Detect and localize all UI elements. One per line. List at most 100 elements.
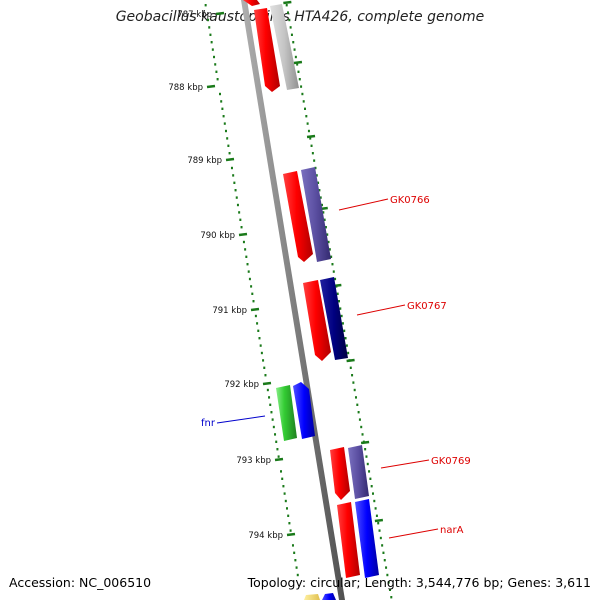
gene-label-texts: GK0766 GK0767 fnr GK0769 narA [201,195,471,536]
scale-tick-minor [257,329,260,332]
gene-arrow-blue[interactable] [293,382,315,439]
scale-tick-major [274,457,284,462]
scale-tick-minor [207,18,210,22]
scale-tick-minor [211,48,214,51]
scale-tick-minor [287,514,290,517]
gene-arrow-navy[interactable] [320,277,348,360]
gene-arrow-blue[interactable] [322,593,336,600]
scale-tick-minor [379,536,382,540]
scale-tick-minor [234,189,237,192]
scale-tick-minor [354,396,357,399]
scale-tick-minor [254,314,257,318]
scale-tick-minor [219,92,222,96]
scale-tick-minor [318,189,321,192]
scale-tick-major [262,381,272,386]
scale-tick-minor [289,529,292,532]
scale-tick-minor [245,255,248,258]
scale-tick-minor [300,85,303,88]
scale-tick-minor [252,300,255,303]
gene-arrow-green[interactable] [276,385,297,441]
scale-tick-minor [343,329,346,332]
gene-arrow-red[interactable] [254,8,280,92]
scale-tick-minor [240,226,243,229]
gene-label-lines [216,198,439,539]
scale-tick-minor [360,425,363,429]
gene-arrow-yellow[interactable] [304,594,320,600]
scale-tick-major [206,84,216,89]
scale-tick-minor [344,337,347,340]
scale-tick-minor [383,559,386,562]
accession-text: Accession: NC_006510 [9,575,152,590]
scale-tick-minor [322,211,325,214]
gene-arrow-purple[interactable] [348,445,369,499]
scale-tick-minor [228,152,231,155]
scale-label: 789 kbp [187,156,222,166]
gene-arrow-purple[interactable] [301,167,331,262]
scale-tick-minor [290,33,293,36]
scale-tick-minor [222,115,225,118]
scale-tick-minor [373,499,376,503]
scale-tick-minor [232,174,235,177]
gene-arrow-red[interactable] [330,447,350,500]
scale-tick-minor [309,137,312,140]
scale-labels: 787 kbp 788 kbp 789 kbp 790 kbp 791 kbp 792 k… [168,10,283,541]
scale-tick-minor [323,218,326,221]
scale-tick-minor [310,144,313,147]
scale-tick-minor [381,544,384,547]
scale-label: 787 kbp [177,10,212,20]
scale-tick-minor [301,92,304,96]
scale-tick-minor [386,573,389,577]
scale-tick-minor [388,588,391,591]
scale-tick-minor [209,33,212,36]
scale-tick-minor [285,4,288,7]
gene-label-gk0767[interactable]: GK0767 [407,301,447,312]
scale-tick-minor [266,388,269,392]
scale-tick-minor [304,107,307,110]
gene-label-gk0766[interactable]: GK0766 [390,195,430,206]
gene-label-nara[interactable]: narA [440,525,464,536]
scale-tick-minor [287,11,290,14]
scale-tick-minor [321,203,324,207]
scale-tick-minor [296,573,299,577]
scale-tick-minor [227,144,230,147]
scale-tick-minor [281,477,284,480]
scale-tick-minor [214,63,217,66]
gene-arrow-red[interactable] [337,502,360,578]
gene-arrow-red[interactable] [283,171,313,262]
scale-tick-minor [236,203,239,207]
scale-tick-minor [260,351,263,355]
scale-label: 792 kbp [224,380,259,390]
scale-tick-minor [339,307,342,310]
gene-arrow-red[interactable] [243,0,260,6]
scale-tick-minor [366,462,369,466]
gene-arrow-red[interactable] [303,280,331,361]
gene-label-gk0769[interactable]: GK0769 [431,456,471,467]
scale-tick-major [215,11,225,16]
scale-tick-minor [336,292,339,295]
gene-arrow-blue[interactable] [355,499,379,578]
scale-tick-minor [297,70,300,73]
scale-tick-minor [220,100,223,103]
scale-tick-minor [282,485,285,488]
gene-label-fnr[interactable]: fnr [201,418,216,429]
scale-tick-minor [341,322,344,325]
scale-tick-minor [306,122,309,125]
scale-tick-minor [374,507,377,510]
scale-tick-minor [215,70,218,73]
scale-label: 788 kbp [168,83,203,93]
scale-tick-minor [375,514,378,517]
scale-tick-minor [246,263,249,266]
scale-tick-minor [357,411,360,414]
scale-tick-minor [275,440,278,443]
scale-tick-minor [250,285,253,288]
gene-arrow-grey[interactable] [270,4,299,90]
scale-tick-major [346,358,355,363]
scale-tick-minor [311,152,314,155]
scale-tick-minor [370,485,373,488]
scale-tick-minor [345,344,348,347]
scale-tick-minor [353,388,356,392]
scale-tick-minor [244,248,247,251]
scale-tick-minor [226,137,229,140]
scale-tick-minor [270,411,273,414]
scale-tick-minor [233,181,236,184]
